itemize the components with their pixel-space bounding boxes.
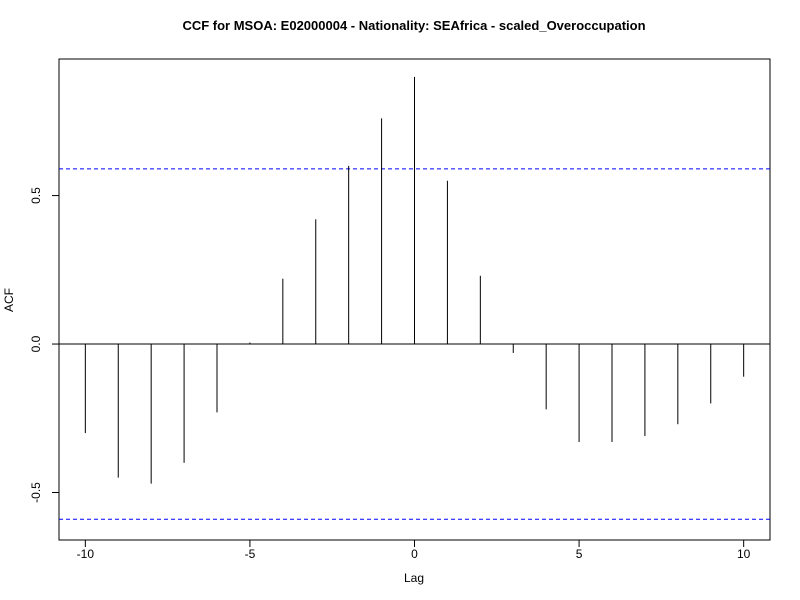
y-tick-label: -0.5	[29, 482, 43, 503]
ccf-spikes	[84, 76, 745, 484]
x-tick-label: 0	[411, 547, 418, 561]
y-tick-label: 0.0	[29, 335, 43, 352]
x-tick-label: 5	[576, 547, 583, 561]
chart-title: CCF for MSOA: E02000004 - Nationality: S…	[182, 18, 645, 33]
x-axis: -10 -5 0 5 10	[77, 539, 751, 561]
y-tick-label: 0.5	[29, 187, 43, 204]
x-tick-label: 10	[737, 547, 751, 561]
x-tick-label: -10	[77, 547, 95, 561]
x-axis-label: Lag	[404, 571, 424, 585]
x-tick-label: -5	[245, 547, 256, 561]
y-axis: -0.5 0.0 0.5	[29, 187, 60, 503]
y-axis-label: ACF	[2, 288, 16, 312]
